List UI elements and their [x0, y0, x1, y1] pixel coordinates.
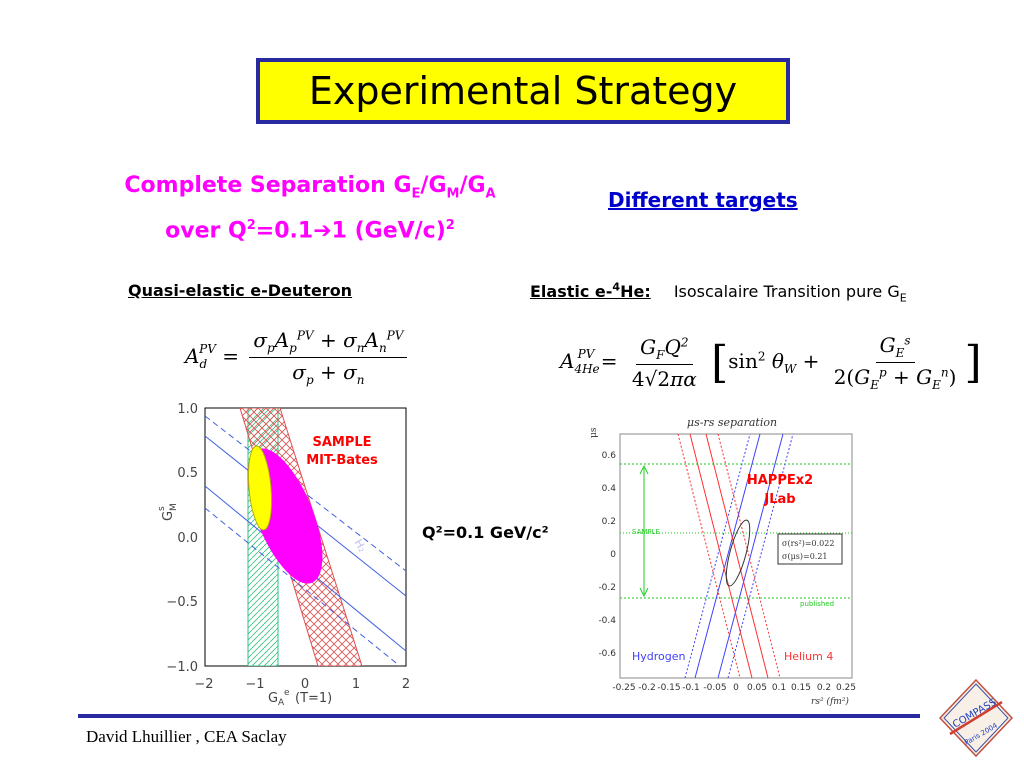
y-tick-label: 0.0: [177, 531, 198, 546]
hydrogen-line: [717, 434, 784, 678]
helium-dotted-line: [717, 434, 781, 678]
y-tick-label: 0.6: [602, 451, 617, 461]
y-tick-label: 0.5: [177, 466, 198, 481]
y-tick-label: -0.4: [598, 616, 616, 626]
y-tick-label: -0.6: [598, 649, 616, 659]
right-mu-r-plot: μs-rs separation μs SAMPLE published σ(r…: [589, 416, 856, 707]
svg-text:M: M: [169, 503, 179, 511]
y-tick-label: −1.0: [166, 660, 198, 675]
arrow-icon: [639, 464, 649, 598]
separation-heading: Complete Separation GE/GM/GA over Q2=0.1…: [70, 170, 550, 248]
sigma-mu-label: σ(μs)=0.21: [782, 552, 828, 561]
h2-label: H₂: [351, 537, 369, 554]
q2-value-label: Q²=0.1 GeV/c²: [422, 523, 549, 542]
y-tick-label: 0.4: [602, 484, 617, 494]
deuteron-asymmetry-formula: AdPV = σpApPV + σnAnPV σp + σn: [185, 328, 411, 387]
x-tick-label: 0.15: [791, 683, 811, 693]
svg-text:G: G: [161, 511, 176, 521]
y-axis-label: G s M: [157, 503, 179, 521]
blue-dashed-line: [205, 415, 406, 572]
sigma-box: [777, 533, 843, 565]
x-tick-label: −1: [245, 677, 264, 692]
x-tick-label: 0: [301, 677, 309, 692]
right-plot-title: μs-rs separation: [687, 416, 777, 429]
y-tick-label: −0.5: [166, 595, 198, 610]
helium-label: Helium 4: [784, 650, 833, 663]
compass-needle-icon: [949, 700, 1003, 736]
y-tick-label: -0.2: [598, 583, 616, 593]
yellow-ellipse: [247, 445, 273, 531]
hydrogen-label: Hydrogen: [632, 650, 686, 663]
helium-line: [705, 434, 769, 678]
separation-heading-line1: Complete Separation GE/GM/GA: [124, 173, 496, 202]
x-tick-label: 0.05: [747, 683, 767, 693]
jlab-label: JLab: [763, 492, 795, 507]
x-tick-label: 0: [733, 683, 739, 693]
x-tick-label: -0.15: [657, 683, 680, 693]
y-tick-label: 0.2: [602, 517, 616, 527]
blue-dashed-line: [205, 507, 401, 666]
y-tick-label: 0: [610, 550, 616, 560]
footer-author: David Lhuillier , CEA Saclay: [86, 727, 287, 746]
x-tick-label: 0.25: [836, 683, 856, 693]
separation-heading-line2: over Q2=0.1➔1 (GeV/c)2: [165, 218, 455, 244]
quasi-elastic-heading: Quasi-elastic e-Deuteron: [128, 281, 353, 300]
x-tick-label: 1: [352, 677, 360, 692]
svg-text:A: A: [278, 698, 285, 706]
helium-dotted-line: [677, 434, 741, 678]
y-tick-label: 1.0: [177, 402, 198, 417]
svg-text:G: G: [268, 691, 278, 706]
x-tick-label: -0.1: [682, 683, 700, 693]
x-axis-label: G A e (T=1): [268, 688, 332, 706]
logo-inner-diamond: [943, 683, 1009, 753]
happex2-label: HAPPEx2: [747, 473, 813, 488]
mit-bates-label: MIT-Bates: [306, 453, 378, 468]
x-tick-label: 2: [402, 677, 410, 692]
helium-asymmetry-formula: A4HePV = GFQ2 4√2πα [sin2 θW + GEs 2(GEp…: [560, 333, 982, 392]
x-tick-label: −2: [194, 677, 213, 692]
right-plot-xlabel: rs² (fm²): [811, 696, 849, 707]
helium-line: [689, 434, 753, 678]
different-targets-heading: Different targets: [608, 188, 798, 212]
elastic-he-heading: Elastic e-4He: Isoscalaire Transition pu…: [530, 281, 907, 305]
slide-title: Experimental Strategy: [308, 69, 738, 113]
svg-text:s: s: [157, 506, 167, 511]
slide-title-box: Experimental Strategy: [256, 58, 790, 124]
sample-small-label: SAMPLE: [632, 528, 660, 536]
right-plot-ylabel: μs: [589, 427, 599, 438]
sample-label: SAMPLE: [312, 435, 371, 450]
x-tick-label: -0.2: [638, 683, 656, 693]
x-tick-label: 0.2: [817, 683, 831, 693]
result-ellipse: [725, 519, 751, 587]
svg-text:(T=1): (T=1): [295, 691, 332, 706]
x-tick-label: -0.25: [612, 683, 635, 693]
footer-divider: [78, 714, 920, 718]
arrow-icon: ➔: [313, 218, 332, 244]
x-tick-label: -0.05: [703, 683, 726, 693]
hydrogen-line: [694, 434, 761, 678]
svg-text:e: e: [284, 688, 290, 698]
x-tick-label: 0.1: [772, 683, 786, 693]
sigma-r-label: σ(rs²)=0.022: [782, 539, 834, 548]
left-gm-ga-plot: H₂ SAMPLE MIT-Bates 1.0 0.5 0.0 −0.5 −1.…: [157, 402, 410, 706]
compass-logo: COMPASS Paris 2004: [938, 678, 1014, 758]
published-label: published: [800, 600, 834, 608]
